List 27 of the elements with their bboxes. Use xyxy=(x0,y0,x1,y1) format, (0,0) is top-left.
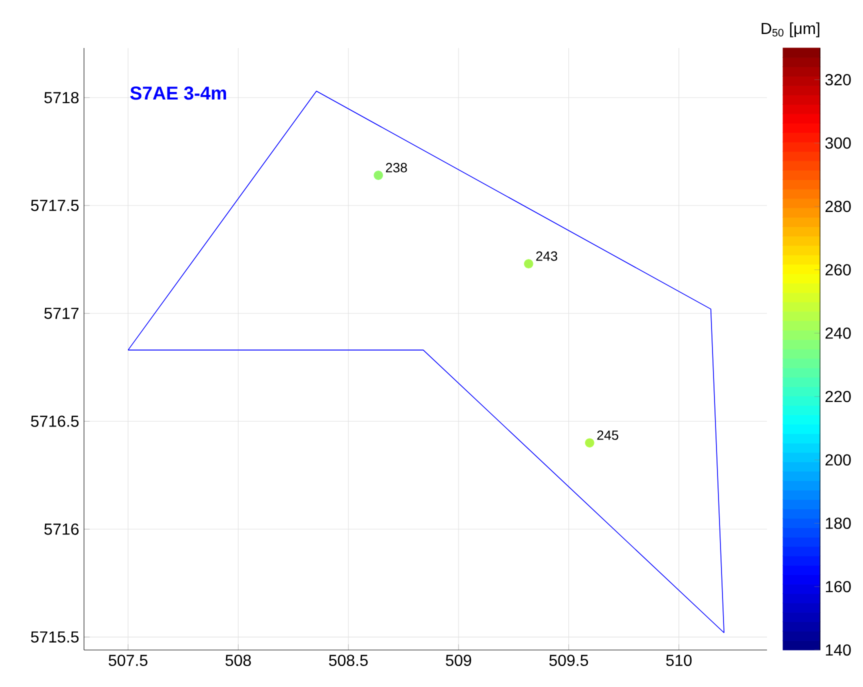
annotation: 238 xyxy=(386,162,407,172)
y-tick-label: 5715.5 xyxy=(31,631,79,643)
y-tick-label: 5716.5 xyxy=(31,416,79,427)
x-tick-label: 507.5 xyxy=(108,654,148,666)
y-tick-label: 5716 xyxy=(44,524,79,535)
color-bar-label: 300 xyxy=(825,137,851,149)
x-tick-label: 509.5 xyxy=(549,654,588,666)
color-bar-title: D$_{50}$ [μm] xyxy=(762,22,820,38)
y-tick-label: 5717.5 xyxy=(31,200,79,212)
color-bar-label: 220 xyxy=(826,390,851,402)
x-tick-label: 509 xyxy=(446,654,472,666)
x-tick-label: 510 xyxy=(666,654,692,666)
color-bar-label: 140 xyxy=(826,644,851,656)
color-bar-label: 280 xyxy=(826,200,851,212)
text: S7AE 3-4m xyxy=(130,86,226,100)
color-bar-label: 240 xyxy=(826,328,851,339)
annotation: 245 xyxy=(597,430,618,440)
x-tick-label: 508 xyxy=(226,654,251,666)
annotation: 243 xyxy=(536,251,558,261)
color-bar-label: 160 xyxy=(826,580,851,592)
color-bar-label: 320 xyxy=(825,74,851,86)
color-bar-label: 260 xyxy=(826,264,851,276)
color-bar-label: 200 xyxy=(826,454,851,466)
x-tick-label: 508.5 xyxy=(329,654,368,666)
y-tick-label: 5718 xyxy=(44,92,79,104)
y-tick-label: 5717 xyxy=(44,308,78,319)
color-bar-label: 180 xyxy=(826,518,851,529)
